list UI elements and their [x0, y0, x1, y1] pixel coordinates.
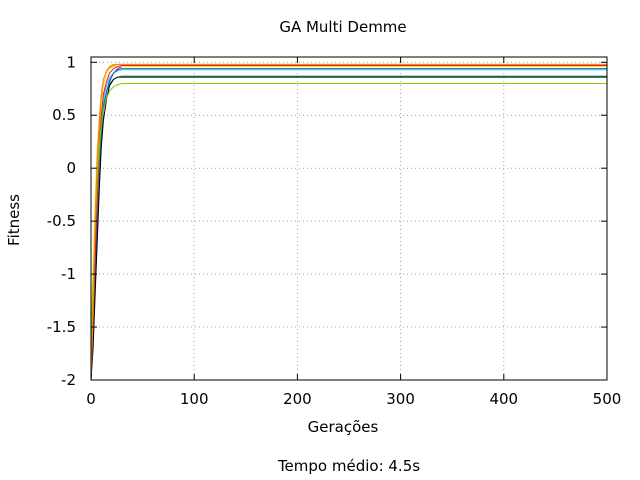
- y-axis-label: Fitness: [5, 194, 23, 246]
- y-tick-label: 0.5: [52, 106, 76, 124]
- x-tick-label: 500: [593, 390, 622, 408]
- y-tick-label: -1: [61, 265, 76, 283]
- x-tick-label: 100: [180, 390, 209, 408]
- series-layer: [90, 63, 607, 381]
- series-line-7: [90, 65, 607, 381]
- x-tick-label: 200: [283, 390, 312, 408]
- x-tick-label: 0: [86, 390, 96, 408]
- x-tick-label: 400: [489, 390, 518, 408]
- y-tick-label: 0: [66, 159, 76, 177]
- y-tick-label: -0.5: [47, 212, 76, 230]
- series-line-5: [90, 66, 607, 328]
- plot-frame: [90, 56, 608, 381]
- y-tick-label: -2: [61, 371, 76, 389]
- x-tick-label: 300: [386, 390, 415, 408]
- footer-note: Tempo médio: 4.5s: [277, 457, 420, 475]
- y-tick-label: -1.5: [47, 318, 76, 336]
- x-axis-label: Gerações: [308, 418, 379, 436]
- chart-title: GA Multi Demme: [279, 18, 406, 36]
- y-tick-label: 1: [66, 53, 76, 71]
- axis-ticks: 0 100 200 300 400 500 -2 -1.5 -1 -0.5 0 0.5 1: [47, 53, 622, 408]
- series-line-10: [90, 63, 607, 381]
